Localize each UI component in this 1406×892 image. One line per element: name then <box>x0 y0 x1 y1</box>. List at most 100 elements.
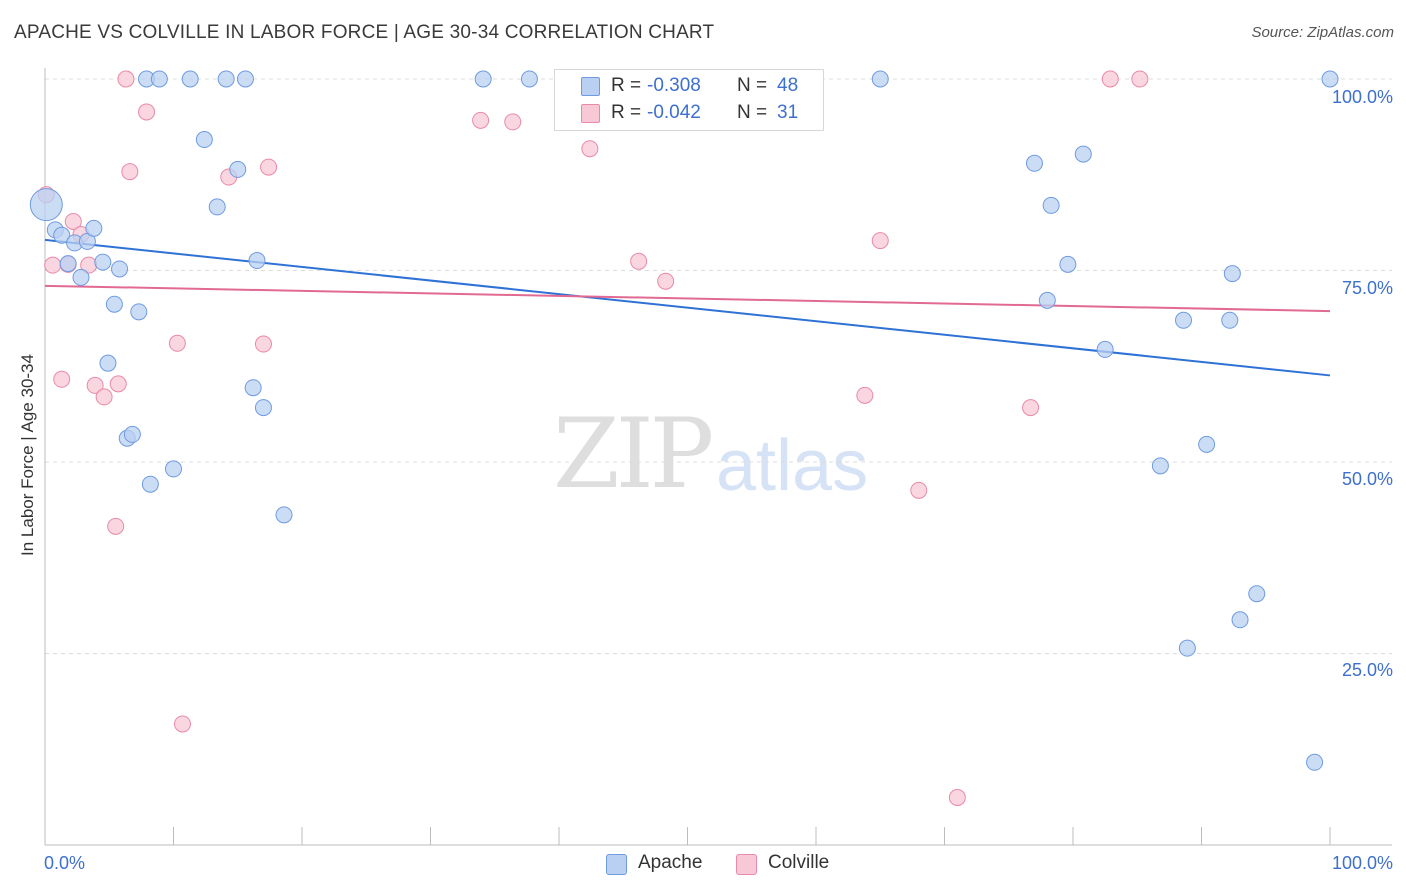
apache-point <box>1178 639 1196 657</box>
apache-point <box>217 70 235 88</box>
colville-swatch <box>581 104 600 123</box>
colville-point <box>657 272 675 290</box>
apache-point <box>150 70 168 88</box>
legend-r-value: -0.308 <box>647 75 701 96</box>
apache-point <box>254 399 272 417</box>
apache-point <box>229 160 247 178</box>
apache-point <box>141 475 159 493</box>
apache-point <box>123 425 141 443</box>
y-tick-label: 50.0% <box>1341 469 1393 489</box>
colville-point <box>109 375 127 393</box>
legend-r-label: R = <box>611 75 642 96</box>
apache-point <box>165 460 182 478</box>
gridlines <box>45 78 1392 654</box>
colville-point <box>948 789 966 807</box>
apache-point <box>1321 70 1339 88</box>
colville-point <box>86 376 104 394</box>
chart-title: APACHE VS COLVILLE IN LABOR FORCE | AGE … <box>14 22 715 43</box>
watermark-zip: ZIP <box>553 398 714 510</box>
bottom-legend-label: Colville <box>768 852 830 873</box>
colville-point <box>1131 70 1149 88</box>
apache-point <box>195 131 213 149</box>
apache-point <box>29 188 63 222</box>
colville-point <box>260 158 278 176</box>
apache-point <box>105 295 123 313</box>
colville-point <box>1022 399 1040 417</box>
apache-point <box>1248 585 1266 603</box>
colville-point <box>107 517 125 535</box>
colville-point <box>64 212 82 230</box>
colville-point <box>472 111 490 129</box>
colville-point <box>121 163 139 181</box>
legend-n-value: 31 <box>777 102 799 123</box>
legend-n-value: 48 <box>777 75 799 96</box>
apache-point <box>208 198 226 216</box>
apache-point <box>111 260 129 278</box>
apache-point <box>181 70 199 88</box>
apache-point <box>1025 154 1043 172</box>
apache-point <box>244 379 262 397</box>
y-tick-label: 100.0% <box>1331 87 1393 107</box>
legend-r-label: R = <box>611 102 642 123</box>
colville-point <box>581 140 599 158</box>
apache-point <box>520 70 538 88</box>
y-tick-label: 75.0% <box>1341 278 1393 298</box>
colville-point <box>1101 70 1119 88</box>
apache-point <box>248 252 266 270</box>
data-points <box>29 70 1339 807</box>
apache-point <box>1042 196 1060 214</box>
colville-point <box>856 386 874 404</box>
colville-point <box>53 370 71 388</box>
x-tick-label-min: 0.0% <box>44 853 86 873</box>
correlation-legend: R = -0.308 N = 48 R = -0.042 N = 31 <box>554 69 824 131</box>
apache-point <box>94 253 112 271</box>
y-tick-label: 25.0% <box>1341 660 1393 680</box>
y-axis-label: In Labor Force | Age 30-34 <box>18 354 37 556</box>
colville-point <box>504 113 522 131</box>
apache-point <box>1231 611 1249 629</box>
legend-r-value: -0.042 <box>647 102 701 123</box>
apache-point <box>130 303 148 321</box>
apache-swatch <box>581 77 600 96</box>
legend-n-label: N = <box>737 102 768 123</box>
apache-swatch <box>606 854 627 875</box>
colville-point <box>117 70 135 88</box>
apache-point <box>275 506 293 524</box>
apache-point <box>1198 435 1216 453</box>
apache-point <box>236 70 254 88</box>
apache-point <box>1074 145 1092 163</box>
colville-point <box>173 715 191 733</box>
apache-point <box>85 219 103 237</box>
apache-point <box>72 268 90 286</box>
trend-lines <box>44 238 1331 377</box>
x-tick-label-max: 100.0% <box>1331 853 1393 873</box>
apache-point <box>1038 291 1056 309</box>
colville-point <box>44 256 62 274</box>
colville-point <box>871 232 889 250</box>
apache-point <box>1096 340 1114 358</box>
colville-point <box>910 481 928 499</box>
apache-point <box>1059 255 1077 273</box>
apache-point <box>1221 311 1239 329</box>
watermark-atlas: atlas <box>716 426 869 506</box>
colville-point <box>630 252 648 270</box>
colville-point <box>254 335 272 353</box>
colville-trend-line <box>44 284 1331 313</box>
apache-point <box>1223 265 1241 283</box>
apache-point <box>474 70 492 88</box>
axes <box>44 68 1392 846</box>
apache-point <box>59 255 77 273</box>
bottom-legend-label: Apache <box>638 852 703 873</box>
source-label: Source: ZipAtlas.com <box>1251 24 1394 41</box>
legend-n-label: N = <box>737 75 768 96</box>
colville-swatch <box>736 854 757 875</box>
colville-point <box>168 334 186 352</box>
apache-point <box>53 226 71 244</box>
apache-point <box>871 70 889 88</box>
apache-point <box>1306 753 1324 771</box>
colville-point <box>138 103 156 121</box>
apache-point <box>1151 457 1169 475</box>
apache-point <box>99 354 117 372</box>
apache-point <box>1175 311 1193 329</box>
